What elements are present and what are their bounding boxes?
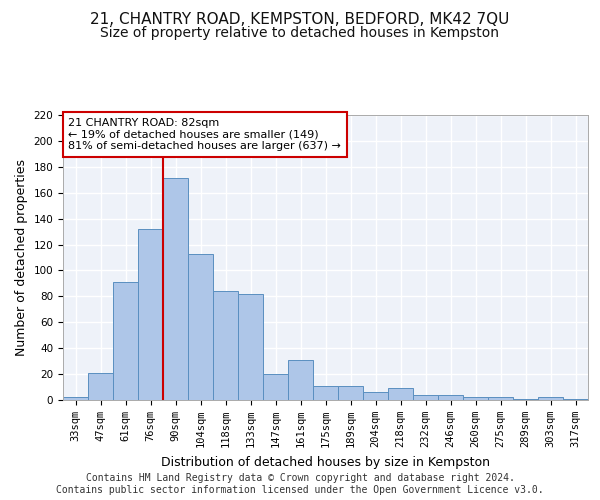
Bar bbox=[163, 178, 188, 400]
Bar bbox=[413, 395, 438, 400]
Bar bbox=[238, 294, 263, 400]
Bar bbox=[488, 398, 513, 400]
Bar bbox=[513, 398, 538, 400]
Text: 21 CHANTRY ROAD: 82sqm
← 19% of detached houses are smaller (149)
81% of semi-de: 21 CHANTRY ROAD: 82sqm ← 19% of detached… bbox=[68, 118, 341, 151]
Text: Size of property relative to detached houses in Kempston: Size of property relative to detached ho… bbox=[101, 26, 499, 40]
Bar bbox=[213, 291, 238, 400]
Bar bbox=[63, 398, 88, 400]
Y-axis label: Number of detached properties: Number of detached properties bbox=[15, 159, 28, 356]
Bar bbox=[138, 229, 163, 400]
Text: Contains HM Land Registry data © Crown copyright and database right 2024.
Contai: Contains HM Land Registry data © Crown c… bbox=[56, 474, 544, 495]
Bar bbox=[113, 282, 138, 400]
Bar bbox=[288, 360, 313, 400]
Bar bbox=[188, 254, 213, 400]
Bar bbox=[438, 395, 463, 400]
Bar bbox=[313, 386, 338, 400]
Bar bbox=[563, 398, 588, 400]
Text: 21, CHANTRY ROAD, KEMPSTON, BEDFORD, MK42 7QU: 21, CHANTRY ROAD, KEMPSTON, BEDFORD, MK4… bbox=[91, 12, 509, 28]
Bar bbox=[263, 374, 288, 400]
X-axis label: Distribution of detached houses by size in Kempston: Distribution of detached houses by size … bbox=[161, 456, 490, 468]
Bar bbox=[463, 398, 488, 400]
Bar bbox=[538, 398, 563, 400]
Bar bbox=[338, 386, 363, 400]
Bar bbox=[388, 388, 413, 400]
Bar bbox=[363, 392, 388, 400]
Bar bbox=[88, 373, 113, 400]
